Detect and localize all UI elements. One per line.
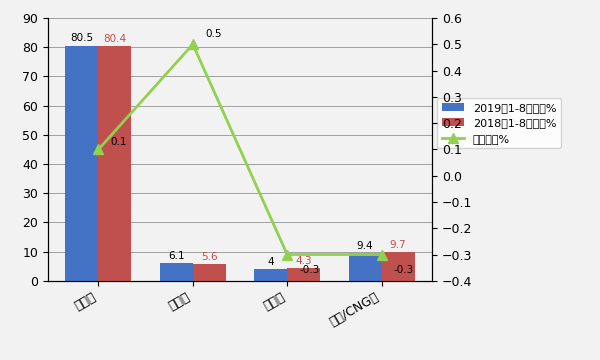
Text: 9.4: 9.4: [356, 241, 373, 251]
同比增减%: [284, 252, 291, 257]
Text: 0.1: 0.1: [111, 136, 127, 147]
Bar: [287, 268, 320, 281]
Text: 9.7: 9.7: [390, 240, 406, 250]
Text: -0.3: -0.3: [394, 265, 414, 275]
Text: 6.1: 6.1: [168, 251, 185, 261]
Bar: [349, 253, 382, 281]
Text: 5.6: 5.6: [201, 252, 218, 262]
Text: 4.3: 4.3: [295, 256, 312, 266]
Bar: [65, 46, 98, 281]
Bar: [193, 265, 226, 281]
同比增减%: [95, 147, 102, 152]
Line: 同比增减%: 同比增减%: [94, 39, 386, 260]
Bar: [98, 46, 131, 281]
Text: -0.3: -0.3: [299, 265, 320, 275]
同比增减%: [189, 42, 196, 46]
Text: 80.4: 80.4: [103, 34, 127, 44]
Legend: 2019年1-8月占比%, 2018年1-8月占比%, 同比增减%: 2019年1-8月占比%, 2018年1-8月占比%, 同比增减%: [437, 98, 561, 148]
Text: 4: 4: [268, 257, 274, 267]
Bar: [160, 263, 193, 281]
Bar: [254, 269, 287, 281]
Text: 0.5: 0.5: [205, 29, 221, 39]
Bar: [382, 252, 415, 281]
Text: 80.5: 80.5: [70, 33, 94, 44]
同比增减%: [378, 252, 385, 257]
